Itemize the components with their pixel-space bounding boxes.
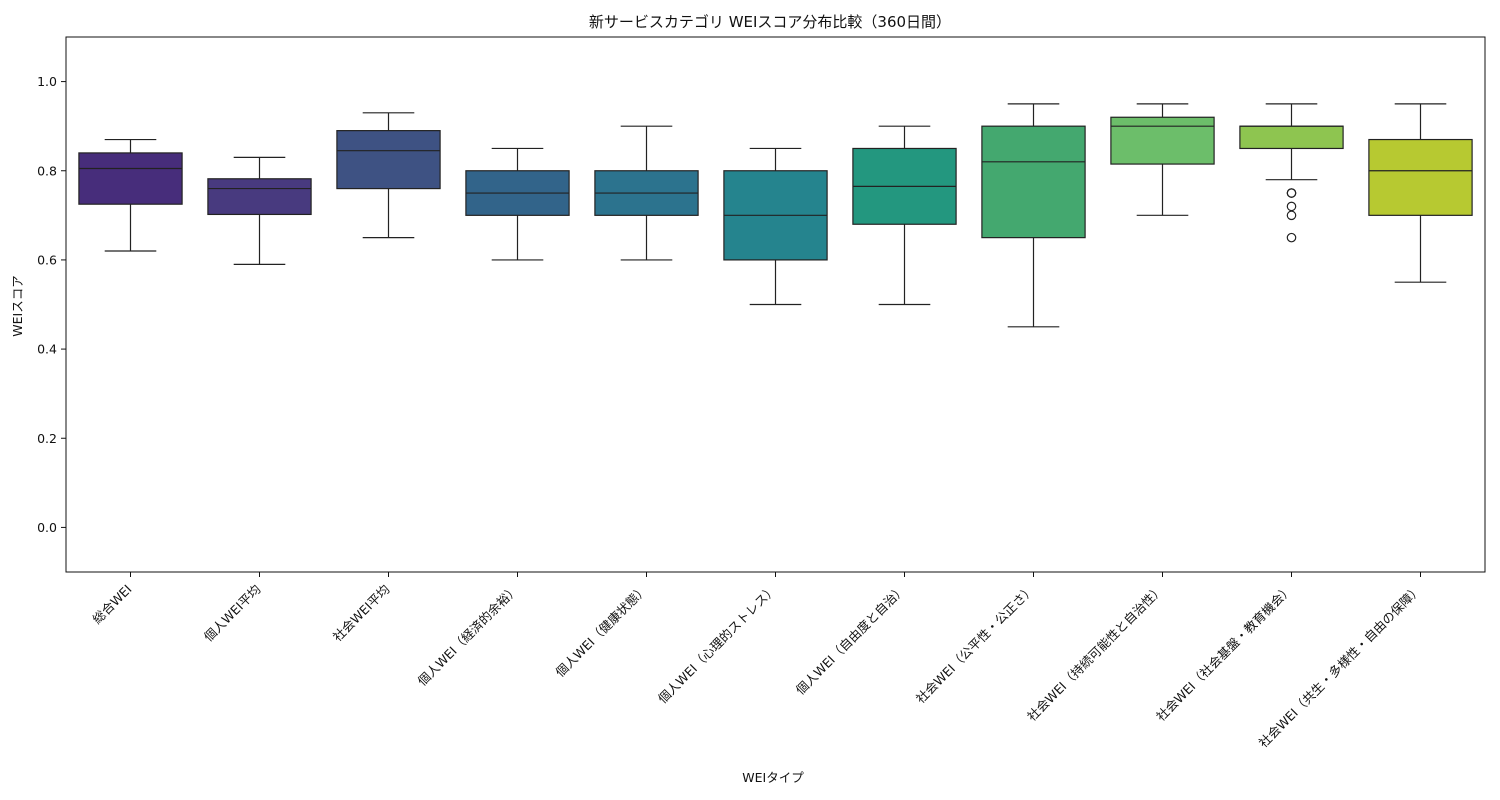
x-tick-label: 社会WEI（持続可能性と自治性） bbox=[1024, 582, 1166, 724]
plot-area bbox=[78, 103, 1473, 328]
x-tick-label: 個人WEI（心理的ストレス） bbox=[655, 582, 780, 707]
box-group bbox=[1368, 103, 1473, 283]
box bbox=[207, 178, 312, 216]
box-group bbox=[852, 125, 957, 306]
y-tick-label: 0.2 bbox=[37, 431, 57, 446]
outlier-point bbox=[1286, 232, 1297, 243]
box-group bbox=[336, 112, 441, 239]
box-group bbox=[1239, 103, 1344, 243]
chart-title: 新サービスカテゴリ WEIスコア分布比較（360日間） bbox=[589, 13, 951, 31]
y-tick-label: 0.0 bbox=[37, 520, 57, 535]
box-group bbox=[981, 103, 1086, 328]
box bbox=[1239, 125, 1344, 150]
x-tick-label: 個人WEI（経済的余裕） bbox=[415, 582, 522, 689]
x-axis-label: WEIタイプ bbox=[742, 770, 804, 785]
y-tick-label: 0.4 bbox=[37, 342, 57, 357]
x-tick-label: 社会WEI平均 bbox=[330, 582, 393, 645]
box bbox=[1368, 138, 1473, 216]
y-tick-label: 1.0 bbox=[37, 74, 57, 89]
box-group bbox=[1110, 103, 1215, 216]
box-group bbox=[207, 156, 312, 265]
x-tick-label: 社会WEI（公平性・公正さ） bbox=[913, 582, 1038, 707]
x-tick-label: 個人WEI平均 bbox=[201, 582, 264, 645]
box-group bbox=[465, 147, 570, 261]
outlier-point bbox=[1286, 210, 1297, 221]
box bbox=[336, 130, 441, 190]
x-tick-label: 個人WEI（自由度と自治） bbox=[793, 582, 909, 698]
box-group bbox=[78, 138, 183, 252]
x-tick-label: 社会WEI（共生・多様性・自由の保障） bbox=[1256, 582, 1425, 751]
x-tick-label: 個人WEI（健康状態） bbox=[552, 582, 650, 680]
y-tick-label: 0.6 bbox=[37, 252, 57, 267]
x-tick-label: 社会WEI（社会基盤・教育機会） bbox=[1153, 582, 1295, 724]
box bbox=[1110, 116, 1215, 165]
box-group bbox=[594, 125, 699, 261]
box-group bbox=[723, 147, 828, 306]
box bbox=[981, 125, 1086, 239]
x-axis: 総合WEI 個人WEI平均 社会WEI平均 個人WEI（経済的余裕） 個人WEI（健康状… bbox=[89, 572, 1425, 751]
outlier-point bbox=[1286, 201, 1297, 212]
y-axis-label: WEIスコア bbox=[10, 275, 25, 336]
outlier-point bbox=[1286, 188, 1297, 198]
box bbox=[78, 152, 183, 205]
y-tick-label: 0.8 bbox=[37, 163, 57, 178]
x-tick-label: 総合WEI bbox=[89, 582, 134, 627]
y-axis: 0.0 0.2 0.4 0.6 0.8 1.0 bbox=[37, 74, 66, 535]
